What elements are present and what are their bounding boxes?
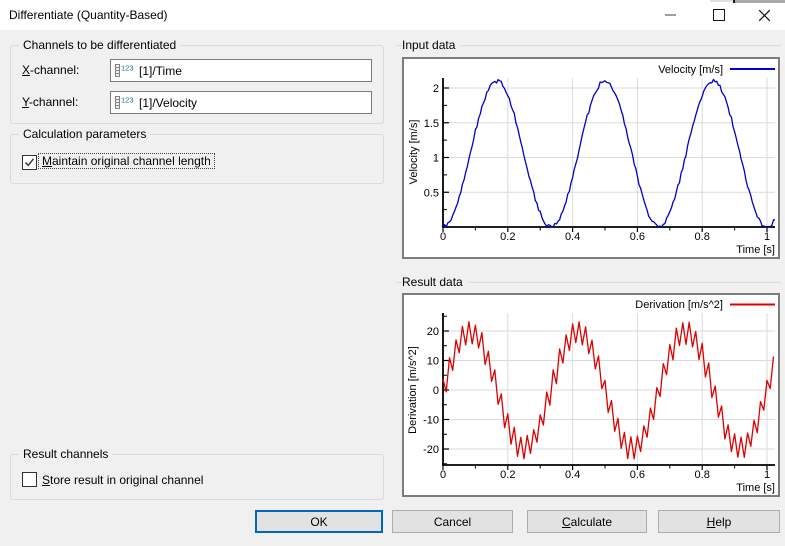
minimize-button[interactable] bbox=[650, 0, 690, 30]
svg-text:Time [s]: Time [s] bbox=[736, 244, 775, 256]
svg-text:1: 1 bbox=[433, 153, 439, 165]
svg-text:0: 0 bbox=[433, 385, 439, 397]
x-channel-input[interactable]: 123 [1]/Time bbox=[110, 59, 372, 82]
dialog-title: Differentiate (Quantity-Based) bbox=[9, 0, 168, 30]
svg-text:0.8: 0.8 bbox=[695, 469, 710, 481]
titlebar: Differentiate (Quantity-Based) bbox=[0, 0, 785, 30]
cancel-button[interactable]: Cancel bbox=[392, 510, 513, 533]
minimize-icon bbox=[665, 14, 676, 16]
calculation-group-label: Calculation parameters bbox=[19, 127, 150, 142]
svg-text:0.4: 0.4 bbox=[565, 231, 580, 243]
channels-group-label: Channels to be differentiated bbox=[19, 38, 180, 53]
differentiate-dialog: Differentiate (Quantity-Based) Channels … bbox=[0, 0, 785, 546]
store-result-label[interactable]: Store result in original channel bbox=[42, 473, 203, 488]
maximize-button[interactable] bbox=[699, 0, 739, 30]
svg-text:0.8: 0.8 bbox=[695, 231, 710, 243]
svg-text:1.5: 1.5 bbox=[424, 118, 439, 130]
numeric-channel-123-icon: 123 bbox=[115, 63, 134, 78]
svg-text:-10: -10 bbox=[423, 415, 439, 427]
calculate-button[interactable]: Calculate bbox=[527, 510, 647, 533]
svg-text:0.4: 0.4 bbox=[565, 469, 580, 481]
svg-text:0.2: 0.2 bbox=[500, 469, 515, 481]
numeric-channel-123-icon: 123 bbox=[115, 95, 134, 110]
svg-text:Time [s]: Time [s] bbox=[736, 482, 775, 494]
x-channel-value: [1]/Time bbox=[139, 64, 182, 78]
result-channels-group-label: Result channels bbox=[19, 447, 112, 462]
ok-button[interactable]: OK bbox=[255, 510, 383, 533]
store-result-checkbox[interactable] bbox=[22, 472, 37, 487]
svg-text:20: 20 bbox=[427, 326, 439, 338]
result-data-chart: 0 0.2 0.4 0.6 0.8 1 -20 -10 0 10 20 Time [s] Derivat… bbox=[402, 293, 780, 497]
close-button[interactable] bbox=[744, 0, 784, 30]
svg-text:0.6: 0.6 bbox=[630, 231, 645, 243]
y-channel-value: [1]/Velocity bbox=[139, 96, 197, 110]
x-channel-label: X-channel: bbox=[22, 59, 79, 82]
checkmark-icon bbox=[24, 157, 35, 168]
maintain-length-checkbox[interactable] bbox=[22, 155, 37, 170]
svg-text:Derivation [m/s^2]: Derivation [m/s^2] bbox=[635, 299, 723, 311]
svg-text:123: 123 bbox=[121, 64, 134, 73]
svg-text:2: 2 bbox=[433, 83, 439, 95]
close-icon bbox=[758, 9, 771, 22]
svg-text:0: 0 bbox=[440, 231, 446, 243]
svg-text:Derivation [m/s^2]: Derivation [m/s^2] bbox=[407, 346, 419, 434]
svg-text:-20: -20 bbox=[423, 444, 439, 456]
maintain-length-label[interactable]: Maintain original channel length bbox=[39, 154, 214, 169]
svg-text:1: 1 bbox=[764, 231, 770, 243]
svg-text:Velocity [m/s]: Velocity [m/s] bbox=[408, 120, 420, 185]
input-data-chart: 0 0.2 0.4 0.6 0.8 1 0.5 1 1.5 2 Time [s] Velocity [… bbox=[402, 57, 780, 259]
y-channel-label: Y-channel: bbox=[22, 91, 78, 114]
svg-text:123: 123 bbox=[121, 96, 134, 105]
y-channel-input[interactable]: 123 [1]/Velocity bbox=[110, 91, 372, 114]
background-window-edge bbox=[710, 0, 733, 2]
input-section-label: Input data bbox=[402, 38, 461, 53]
svg-text:0.5: 0.5 bbox=[424, 187, 439, 199]
help-button[interactable]: Help bbox=[658, 510, 780, 533]
result-section-label: Result data bbox=[402, 275, 469, 290]
maximize-icon bbox=[713, 9, 725, 21]
svg-text:10: 10 bbox=[427, 356, 439, 368]
svg-text:1: 1 bbox=[764, 469, 770, 481]
svg-text:0.2: 0.2 bbox=[500, 231, 515, 243]
svg-text:0.6: 0.6 bbox=[630, 469, 645, 481]
svg-text:Velocity [m/s]: Velocity [m/s] bbox=[658, 64, 723, 76]
svg-text:0: 0 bbox=[440, 469, 446, 481]
background-window-edge bbox=[735, 0, 785, 3]
